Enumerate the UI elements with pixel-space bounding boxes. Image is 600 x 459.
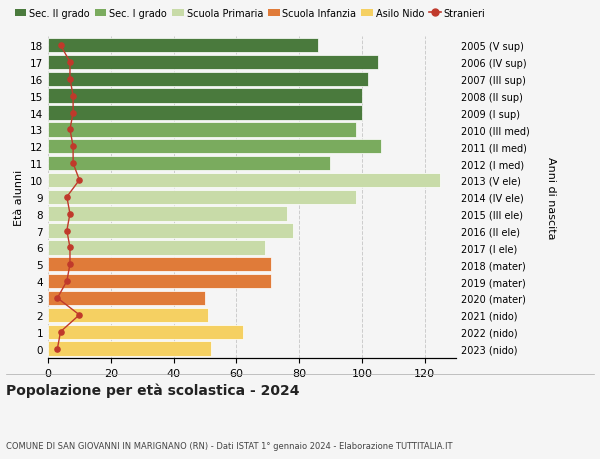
Bar bbox=[48, 157, 331, 171]
Point bbox=[53, 345, 62, 353]
Bar bbox=[48, 274, 271, 289]
Point bbox=[53, 295, 62, 302]
Point bbox=[68, 93, 78, 100]
Bar bbox=[48, 308, 208, 322]
Point bbox=[65, 211, 75, 218]
Bar bbox=[48, 174, 440, 188]
Bar bbox=[48, 123, 356, 137]
Point bbox=[68, 110, 78, 117]
Point bbox=[65, 126, 75, 134]
Point bbox=[68, 160, 78, 168]
Text: COMUNE DI SAN GIOVANNI IN MARIGNANO (RN) - Dati ISTAT 1° gennaio 2024 - Elaboraz: COMUNE DI SAN GIOVANNI IN MARIGNANO (RN)… bbox=[6, 441, 452, 450]
Text: Popolazione per età scolastica - 2024: Popolazione per età scolastica - 2024 bbox=[6, 382, 299, 397]
Y-axis label: Età alunni: Età alunni bbox=[14, 169, 25, 225]
Bar bbox=[48, 39, 318, 53]
Bar bbox=[48, 325, 242, 339]
Point bbox=[65, 244, 75, 252]
Point bbox=[65, 261, 75, 269]
Point bbox=[65, 76, 75, 83]
Point bbox=[56, 42, 65, 50]
Point bbox=[65, 59, 75, 67]
Legend: Sec. II grado, Sec. I grado, Scuola Primaria, Scuola Infanzia, Asilo Nido, Stran: Sec. II grado, Sec. I grado, Scuola Prim… bbox=[11, 5, 490, 22]
Bar bbox=[48, 56, 377, 70]
Point bbox=[56, 328, 65, 336]
Point bbox=[62, 194, 71, 201]
Bar bbox=[48, 73, 368, 87]
Point bbox=[62, 227, 71, 235]
Y-axis label: Anni di nascita: Anni di nascita bbox=[546, 156, 556, 239]
Bar bbox=[48, 257, 271, 272]
Bar bbox=[48, 106, 362, 120]
Bar bbox=[48, 190, 356, 205]
Point bbox=[74, 177, 84, 184]
Bar bbox=[48, 207, 287, 221]
Bar bbox=[48, 341, 211, 356]
Bar bbox=[48, 291, 205, 305]
Bar bbox=[48, 140, 380, 154]
Point bbox=[62, 278, 71, 285]
Bar bbox=[48, 241, 265, 255]
Point bbox=[74, 312, 84, 319]
Point bbox=[68, 143, 78, 151]
Bar bbox=[48, 224, 293, 238]
Bar bbox=[48, 90, 362, 104]
